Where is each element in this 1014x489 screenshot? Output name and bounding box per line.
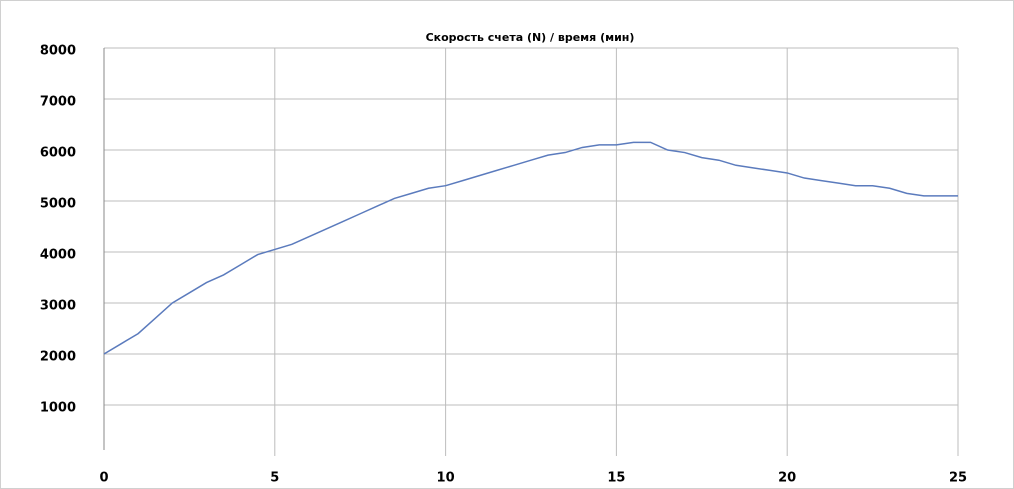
y-tick-label: 5000 [40, 197, 76, 212]
x-tick-label: 5 [270, 471, 279, 486]
x-tick-label: 25 [949, 471, 967, 486]
x-tick-label: 20 [778, 471, 796, 486]
y-tick-label: 7000 [40, 95, 76, 110]
y-tick-label: 2000 [40, 350, 76, 365]
y-tick-label: 6000 [40, 146, 76, 161]
y-tick-label: 4000 [40, 248, 76, 263]
y-tick-label: 8000 [40, 44, 76, 59]
x-tick-label: 15 [607, 471, 625, 486]
x-tick-label: 0 [99, 471, 108, 486]
x-tick-label: 10 [437, 471, 455, 486]
y-tick-label: 3000 [40, 299, 76, 314]
data-line [103, 141, 958, 355]
chart-title: Скорость счета (N) / время (мин) [426, 31, 635, 44]
y-tick-label: 1000 [40, 401, 76, 416]
